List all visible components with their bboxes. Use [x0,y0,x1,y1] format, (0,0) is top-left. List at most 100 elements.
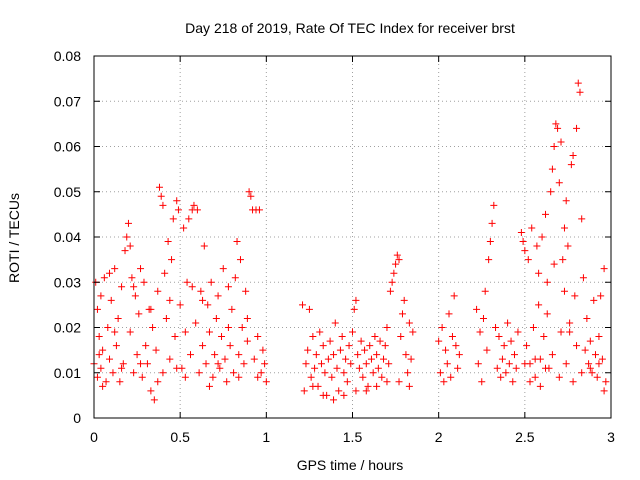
data-point [336,346,344,354]
data-point [481,287,489,295]
data-point [193,206,201,214]
data-point [169,215,177,223]
data-point [245,188,253,196]
data-point [205,328,213,336]
data-point [180,224,188,232]
data-point [205,382,213,390]
data-point [569,378,577,386]
y-tick-label: 0.06 [54,139,81,155]
y-tick-label: 0.08 [54,48,81,64]
data-point [124,219,132,227]
data-point [385,360,393,368]
data-point [309,333,317,341]
data-point [598,355,606,363]
data-point [226,342,234,350]
data-point [228,305,236,313]
data-point [557,328,565,336]
data-point [398,310,406,318]
data-point [361,346,369,354]
data-point [373,382,381,390]
data-point [388,278,396,286]
x-axis-ticks: 0 0.5 1 1.5 2 2.5 3 [90,56,615,445]
data-point [114,314,122,322]
data-point [436,369,444,377]
data-point [550,260,558,268]
data-point [602,378,610,386]
x-axis-label: GPS time / hours [297,457,404,473]
data-point [523,342,531,350]
data-point [521,247,529,255]
data-point [319,342,327,350]
data-point [345,342,353,350]
data-point [443,360,451,368]
data-point [535,269,543,277]
data-point [106,355,114,363]
data-point [200,242,208,250]
data-point [383,378,391,386]
data-point [504,319,512,327]
data-point [519,238,527,246]
x-tick-label: 0.5 [170,429,190,445]
data-point [159,369,167,377]
data-point [126,328,134,336]
data-point [152,346,160,354]
x-tick-label: 2.5 [515,429,535,445]
data-point [510,351,518,359]
data-point [535,301,543,309]
y-tick-label: 0.03 [54,274,81,290]
data-point [130,283,138,291]
data-point [536,382,544,390]
data-point [560,224,568,232]
data-point [123,233,131,241]
data-point [578,369,586,377]
data-point [405,319,413,327]
data-point [573,342,581,350]
data-point [555,373,563,381]
y-tick-label: 0.02 [54,320,81,336]
data-point [574,79,582,87]
data-point [262,378,270,386]
data-point [445,310,453,318]
data-point [319,391,327,399]
data-point [316,328,324,336]
data-point [397,333,405,341]
data-point [261,360,269,368]
data-point [181,328,189,336]
data-point [381,342,389,350]
data-point [347,360,355,368]
data-point [254,333,262,341]
data-point [109,369,117,377]
grid-lines [94,56,611,418]
data-point [112,342,120,350]
data-point [299,301,307,309]
data-point [312,351,320,359]
data-point [542,364,550,372]
data-point [135,310,143,318]
data-point [338,333,346,341]
data-point [209,373,217,381]
data-point [111,265,119,273]
data-point [173,364,181,372]
x-tick-label: 2 [435,429,443,445]
data-point [552,120,560,128]
data-point [216,364,224,372]
data-point [529,324,537,331]
data-point [330,351,338,359]
data-point [543,310,551,318]
data-point [147,305,155,313]
data-point [493,364,501,372]
data-point [407,355,415,363]
data-point [93,373,101,381]
data-point [317,360,325,368]
data-point [230,369,238,377]
data-point [137,360,145,368]
data-point [571,292,579,300]
data-point [176,301,184,309]
data-point [562,197,570,205]
data-point [223,378,231,386]
data-points [90,79,610,404]
data-point [235,351,243,359]
data-point [159,201,167,209]
data-point [495,333,503,341]
data-point [386,287,394,295]
